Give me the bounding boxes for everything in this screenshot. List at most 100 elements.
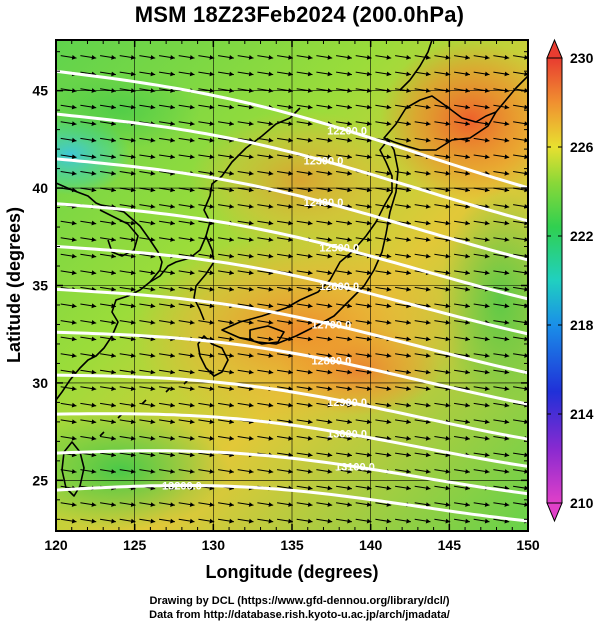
wind-arrow-head [288,419,293,425]
wind-arrow-head [111,452,116,458]
wind-arrow-head [504,402,510,408]
wind-arrow-head [248,187,254,193]
wind-arrow-head [130,137,136,143]
wind-arrow-head [327,286,333,292]
x-tick-label: 135 [280,537,304,553]
contour-line [56,330,528,406]
wind-arrow-head [288,435,293,441]
wind-arrow-head [248,104,254,110]
wind-arrow-head [484,154,490,160]
wind-arrow-head [504,104,510,110]
wind-arrow-head [111,402,116,408]
wind-arrow-head [268,402,274,408]
wind-arrow-head [465,435,470,441]
wind-arrow-head [347,518,352,524]
wind-arrow-head [170,204,175,209]
wind-arrow-head [484,237,490,242]
wind-arrow-head [130,220,136,226]
wind-arrow-head [189,502,195,507]
wind-arrow-head [425,402,431,408]
wind-arrow-head [465,320,470,325]
wind-arrow-head [465,71,470,77]
wind-arrow-head [209,121,215,126]
wind-arrow-head [445,187,451,193]
wind-arrow-head [484,435,490,441]
wind-arrow-head [91,270,97,276]
wind-arrow-head [111,336,116,342]
wind-arrow-head [484,369,490,375]
wind-arrow-head [307,187,313,193]
colorbar-tick-label: 226 [570,139,594,155]
wind-arrow-head [445,518,451,524]
wind-arrow-head [111,137,116,143]
credit-data-source: Data from http://database.rish.kyoto-u.a… [149,609,450,621]
wind-arrow-head [386,518,392,524]
wind-arrow-head [111,270,116,276]
wind-arrow-head [209,303,215,309]
wind-arrow-head [130,452,136,458]
wind-arrow-head [347,104,352,110]
wind-arrow-head [406,469,411,474]
wind-arrow-head [268,220,274,226]
wind-arrow-head [268,369,274,375]
wind-arrow-head [91,518,97,524]
wind-arrow-head [504,204,510,209]
wind-arrow-head [209,435,215,441]
wind-arrow-head [150,220,156,226]
wind-arrow-head [484,187,490,193]
wind-arrow-head [406,452,411,458]
wind-arrow-head [327,518,333,524]
wind-arrow-head [288,137,293,143]
wind-arrow-head [189,386,195,391]
contour-line [56,483,528,523]
wind-arrow-head [268,502,274,507]
wind-arrow-head [111,187,116,193]
contour-line [56,245,528,336]
wind-arrow-head [465,253,470,259]
wind-arrow-head [268,137,274,143]
wind-arrow-head [288,104,293,110]
wind-arrow-head [307,220,313,226]
wind-arrow-head [150,137,156,143]
wind-arrow-head [91,469,97,474]
wind-arrow-head [327,502,333,507]
wind-arrow-head [130,154,136,160]
wind-arrow-head [229,204,234,209]
wind-arrow-head [268,469,274,474]
wind-arrow-head [71,386,77,391]
contour-line [56,412,528,468]
wind-arrow-head [288,502,293,507]
wind-arrow-head [386,286,392,292]
wind-arrow-head [130,353,136,358]
wind-arrow-head [189,137,195,143]
wind-arrow-head [347,170,352,176]
wind-arrow-head [406,253,411,259]
wind-arrow-head [111,369,116,375]
wind-arrow-head [386,71,392,77]
wind-arrow-head [386,353,392,358]
wind-arrow-head [386,104,392,110]
wind-arrow-head [445,71,451,77]
wind-arrow-head [504,502,510,507]
wind-arrow-head [150,435,156,441]
wind-arrow-head [425,253,431,259]
wind-arrow-head [288,518,293,524]
wind-arrow-head [71,502,77,507]
wind-arrow-head [91,303,97,309]
wind-arrow-head [504,320,510,325]
wind-arrow-head [111,435,116,441]
wind-arrow-head [307,204,313,209]
wind-arrow-head [130,170,136,176]
wind-arrow-head [229,270,234,276]
wind-arrow-head [111,71,116,77]
wind-arrow-head [248,369,254,375]
contour-line [56,449,528,496]
wind-arrow-head [386,170,392,176]
wind-arrow-head [484,55,490,60]
wind-arrow-head [366,154,372,160]
wind-arrow-head [366,137,372,143]
wind-arrow-head [248,469,254,474]
contour-line [56,112,528,223]
wind-arrow-head [504,286,510,292]
wind-arrow-head [268,303,274,309]
